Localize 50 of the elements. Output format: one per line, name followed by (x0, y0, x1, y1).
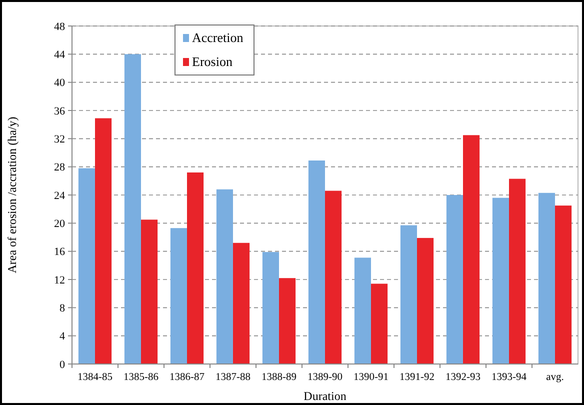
bar (279, 278, 296, 364)
bar (325, 190, 342, 364)
bar (492, 198, 509, 364)
bar (187, 172, 204, 364)
bar (417, 238, 434, 364)
x-tick-label: 1389-90 (308, 372, 342, 383)
bar (446, 195, 463, 364)
bar (538, 192, 555, 364)
bar (124, 54, 141, 364)
y-tick-label: 16 (54, 246, 66, 258)
bar (555, 206, 572, 364)
y-axis-title: Area of erosion /accration (ha/y) (5, 116, 19, 274)
y-tick-label: 40 (54, 77, 66, 90)
x-tick-label: 1388-89 (262, 372, 296, 383)
x-tick-label: 1387-88 (216, 372, 250, 383)
bar (141, 220, 158, 364)
x-tick-label: 1386-87 (170, 372, 204, 383)
y-tick-label: 12 (54, 274, 65, 286)
y-tick-label: 24 (54, 190, 66, 202)
legend-label: Accretion (192, 30, 244, 45)
y-tick-label: 4 (60, 330, 66, 343)
x-tick-label: avg. (546, 372, 564, 383)
x-axis-title: Duration (304, 389, 346, 403)
y-tick-label: 28 (54, 162, 66, 174)
bar (308, 160, 325, 364)
legend-label: Erosion (192, 54, 233, 69)
y-tick-label: 8 (60, 302, 66, 315)
bar (262, 252, 279, 364)
x-tick-label: 1393-94 (492, 372, 528, 383)
x-tick-label: 1390-91 (354, 372, 388, 383)
y-tick-label: 32 (54, 134, 65, 146)
y-tick-label: 44 (54, 49, 66, 62)
x-tick-label: 1392-93 (446, 372, 480, 383)
bar (95, 118, 112, 364)
bar (463, 135, 480, 364)
bar (216, 189, 233, 364)
y-tick-label: 20 (54, 218, 66, 230)
x-tick-label: 1391-92 (400, 372, 434, 383)
bar (354, 258, 371, 364)
bar (400, 225, 417, 364)
bar (509, 178, 526, 364)
y-tick-label: 36 (54, 105, 66, 118)
bar (78, 168, 95, 364)
bar (371, 284, 388, 364)
x-tick-label: 1385-86 (124, 372, 158, 383)
x-tick-label: 1384-85 (78, 372, 112, 383)
bar (233, 242, 250, 364)
y-tick-label: 48 (54, 20, 66, 33)
y-tick-label: 0 (60, 358, 66, 371)
bar (170, 228, 187, 364)
